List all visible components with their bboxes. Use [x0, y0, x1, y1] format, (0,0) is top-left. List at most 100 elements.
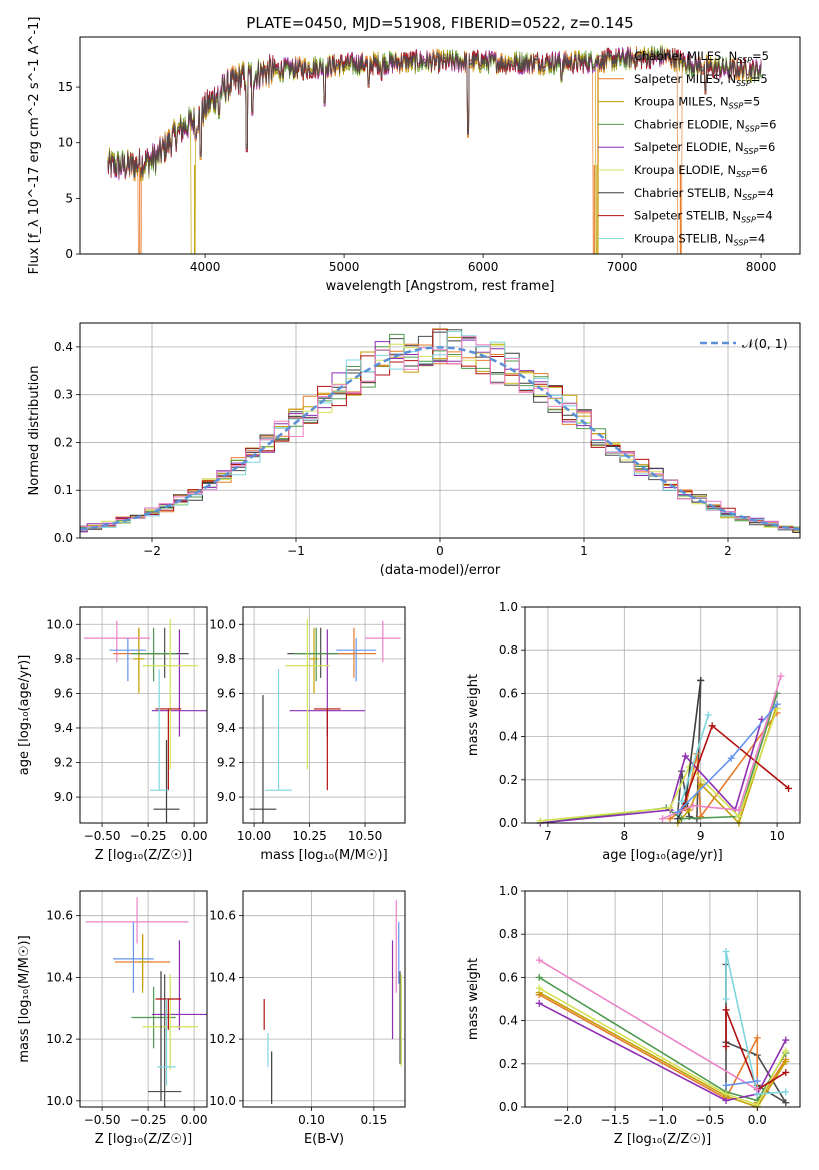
- z-age-ylabel: age [log₁₀(age/yr)]: [17, 655, 32, 776]
- z-weight-marker: [722, 1090, 730, 1098]
- residual-hist-xtick-label: 0: [436, 544, 444, 558]
- age-weight-line: [540, 719, 763, 824]
- age-weight-marker: [704, 711, 712, 719]
- mass-age-ytick-label: 10.0: [209, 617, 236, 631]
- z-weight-xlabel: Z [log₁₀(Z/Z☉)]: [614, 1132, 711, 1147]
- z-weight-marker: [535, 999, 543, 1007]
- z-mass-xlabel: Z [log₁₀(Z/Z☉)]: [95, 1132, 192, 1147]
- age-weight-marker: [697, 676, 705, 684]
- age-weight-line: [680, 714, 710, 802]
- spectrum-frame: [79, 36, 801, 255]
- age-weight-marker: [773, 700, 781, 708]
- spectrum-ylabel: Flux [f_λ 10^-17 erg cm^-2 s^-1 A^-1]: [27, 17, 42, 275]
- age-weight-marker: [678, 797, 686, 805]
- age-weight-marker: [735, 813, 743, 821]
- legend-label: Chabrier ELODIE, NSSP=6: [634, 117, 776, 133]
- residual-hist-ytick-label: 0.3: [54, 388, 73, 402]
- mass-age-ytick-label: 9.6: [217, 686, 236, 700]
- figure-title: PLATE=0450, MJD=51908, FIBERID=0522, z=0…: [246, 14, 633, 32]
- legend-label: Salpeter STELIB, NSSP=4: [634, 209, 773, 225]
- spectrum-xtick-label: 7000: [607, 260, 638, 274]
- z-age-ytick-label: 9.6: [54, 686, 73, 700]
- spectrum-xtick-label: 6000: [468, 260, 499, 274]
- z-mass-ytick-label: 10.6: [46, 909, 73, 923]
- hist-series-4: [80, 339, 800, 533]
- legend-label: Kroupa ELODIE, NSSP=6: [634, 163, 768, 179]
- spectrum-line-0: [107, 48, 762, 178]
- z-weight-marker: [753, 1077, 761, 1085]
- spectrum-ytick-label: 0: [65, 247, 73, 261]
- legend-label: Kroupa STELIB, NSSP=4: [634, 231, 765, 247]
- age-weight-xtick-label: 9: [697, 829, 705, 843]
- age-weight-xtick-label: 8: [620, 829, 628, 843]
- spectrum-ytick-label: 10: [58, 136, 73, 150]
- z-weight-marker: [722, 1097, 730, 1105]
- z-mass-xtick-label: −0.50: [84, 1113, 121, 1127]
- ebv-mass-ytick-label: 10.0: [209, 1094, 236, 1108]
- z-weight-marker: [782, 1099, 790, 1107]
- legend-layer: Chabrier MILES, NSSP=5 Salpeter MILES, NS…: [598, 49, 788, 351]
- z-mass-ytick-label: 10.2: [46, 1032, 73, 1046]
- spectrum-xtick-label: 5000: [329, 260, 360, 274]
- residual-hist-xtick-label: −1: [287, 544, 305, 558]
- z-weight-marker: [722, 1043, 730, 1051]
- age-weight-marker: [681, 752, 689, 760]
- z-weight-line: [538, 987, 787, 1106]
- age-weight-xlabel: age [log₁₀(age/yr)]: [602, 848, 723, 863]
- mass-age-xtick-label: 10.00: [237, 829, 271, 843]
- age-weight-ytick-label: 0.2: [499, 773, 518, 787]
- z-weight-marker: [535, 984, 543, 992]
- z-mass-ytick-label: 10.4: [46, 970, 73, 984]
- residual-hist-xtick-label: −2: [143, 544, 161, 558]
- z-mass-frame: [79, 890, 208, 1108]
- z-weight-ylabel: mass weight: [466, 958, 481, 1040]
- z-age-xlabel: Z [log₁₀(Z/Z☉)]: [95, 848, 192, 863]
- hist-series-9: [80, 336, 800, 529]
- ebv-mass-xlabel: E(B-V): [304, 1132, 344, 1147]
- z-weight-line: [725, 1009, 787, 1091]
- age-weight-marker: [697, 813, 705, 821]
- ebv-mass-ytick-label: 10.4: [209, 970, 236, 984]
- spectrum-ytick-label: 15: [58, 80, 73, 94]
- data-layer: [79, 44, 801, 1111]
- z-age-xtick-label: −0.50: [84, 829, 121, 843]
- mass-age-xtick-label: 10.25: [292, 829, 326, 843]
- z-age-ytick-label: 9.8: [54, 652, 73, 666]
- age-weight-ytick-label: 1.0: [499, 600, 518, 614]
- age-weight-marker: [735, 806, 743, 814]
- spectrum-xtick-label: 8000: [746, 260, 777, 274]
- z-weight-marker: [722, 1081, 730, 1089]
- residual-hist-xlabel: (data-model)/error: [380, 563, 501, 578]
- z-weight-ytick-label: 0.4: [499, 1014, 518, 1028]
- spectrum-ytick-label: 5: [65, 191, 73, 205]
- z-weight-marker: [782, 1036, 790, 1044]
- ebv-mass-xtick-label: 0.10: [298, 1113, 325, 1127]
- z-weight-line: [538, 991, 787, 1108]
- z-weight-ytick-label: 0.8: [499, 927, 518, 941]
- mass-age-xtick-label: 10.50: [348, 829, 382, 843]
- age-weight-marker: [674, 815, 682, 823]
- legend-label: Salpeter MILES, NSSP=5: [634, 72, 768, 88]
- z-weight-ytick-label: 0.0: [499, 1100, 518, 1114]
- z-weight-line: [538, 1002, 787, 1102]
- z-age-frame: [79, 606, 208, 824]
- z-mass-ylabel: mass [log₁₀(M/M☉)]: [17, 935, 32, 1062]
- age-weight-ytick-label: 0.4: [499, 730, 518, 744]
- z-weight-ytick-label: 1.0: [499, 884, 518, 898]
- mass-age-ytick-label: 9.0: [217, 790, 236, 804]
- mass-age-ytick-label: 9.2: [217, 756, 236, 770]
- residual-hist-xtick-label: 2: [724, 544, 732, 558]
- z-weight-marker: [722, 995, 730, 1003]
- z-weight-xtick-label: −2.0: [553, 1113, 582, 1127]
- z-age-ytick-label: 9.4: [54, 721, 73, 735]
- residual-hist-xtick-label: 1: [580, 544, 588, 558]
- legend-label: Salpeter ELODIE, NSSP=6: [634, 140, 775, 156]
- age-weight-marker: [727, 754, 735, 762]
- z-weight-line: [725, 1080, 758, 1087]
- age-weight-marker: [666, 815, 674, 823]
- z-mass-xtick-label: 0.00: [181, 1113, 208, 1127]
- age-weight-ylabel: mass weight: [466, 674, 481, 756]
- z-weight-marker: [535, 973, 543, 981]
- age-weight-ytick-label: 0.0: [499, 816, 518, 830]
